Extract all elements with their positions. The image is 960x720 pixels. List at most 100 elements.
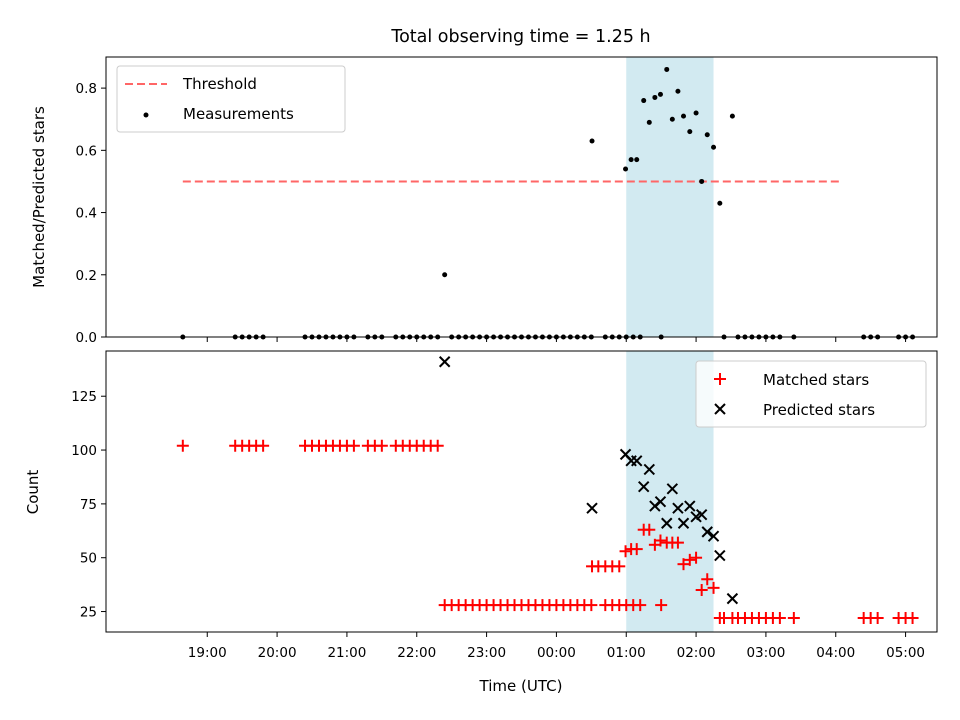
predicted-star-point xyxy=(677,517,690,529)
predicted-star-point xyxy=(707,530,720,542)
matched-star-point xyxy=(695,584,708,597)
predicted-star-point xyxy=(643,463,655,476)
bottom-axes-frame xyxy=(105,350,938,633)
matched-star-point xyxy=(375,439,388,452)
top-y-tick-label: 0.4 xyxy=(76,206,97,222)
predicted-star-point xyxy=(701,526,713,538)
predicted-star-point xyxy=(714,549,726,562)
x-tick-label: 01:00 xyxy=(607,645,646,661)
bottom-y-tick-label: 100 xyxy=(71,443,97,459)
measurement-point xyxy=(664,66,670,72)
legend-matched-label: Matched stars xyxy=(763,371,869,389)
legend-threshold-label: Threshold xyxy=(182,75,257,93)
x-tick-label: 05:00 xyxy=(886,645,925,661)
bottom-y-tick-label: 75 xyxy=(80,497,97,513)
matched-star-point xyxy=(787,612,800,625)
measurement-point xyxy=(711,144,717,150)
legend-measurements-label: Measurements xyxy=(183,105,294,123)
x-tick-label: 03:00 xyxy=(746,645,785,661)
x-tick-label: 21:00 xyxy=(327,645,366,661)
predicted-star-point xyxy=(637,480,650,493)
top-legend: Threshold Measurements xyxy=(116,65,346,133)
top-y-tick-label: 0.6 xyxy=(76,143,97,159)
bottom-y-tick-label: 50 xyxy=(80,551,97,567)
predicted-star-point xyxy=(654,496,667,508)
bottom-y-tick-label: 125 xyxy=(71,389,97,405)
measurement-point xyxy=(657,91,663,97)
top-x-ticks xyxy=(206,337,907,342)
measurement-point xyxy=(704,132,710,138)
matched-star-point xyxy=(671,536,684,549)
measurement-point xyxy=(669,116,675,122)
measurement-point xyxy=(699,178,705,184)
x-tick-label: 02:00 xyxy=(677,645,716,661)
measurement-point xyxy=(589,138,595,144)
legend-matched-swatch xyxy=(714,373,726,385)
legend-measurements-swatch xyxy=(143,112,149,118)
top-legend-box xyxy=(116,65,346,133)
measurement-point xyxy=(681,113,687,119)
matched-star-point xyxy=(707,581,720,594)
matched-star-point xyxy=(257,439,270,452)
matched-star-point xyxy=(585,599,598,612)
top-y-ticks: 0.0 0.2 0.4 0.6 0.8 xyxy=(76,81,106,346)
matched-star-point xyxy=(906,612,919,625)
top-y-tick-label: 0.0 xyxy=(76,330,97,346)
bottom-data-layer xyxy=(176,356,919,625)
x-tick-label: 22:00 xyxy=(397,645,436,661)
measurement-point xyxy=(628,157,634,163)
predicted-star-point xyxy=(695,508,708,521)
bottom-legend-box xyxy=(695,360,927,428)
measurement-point xyxy=(729,113,735,119)
measurement-point xyxy=(646,119,652,125)
top-shaded-region-layer xyxy=(626,57,714,337)
measurement-point xyxy=(693,110,699,116)
predicted-star-point xyxy=(666,483,679,495)
x-tick-label: 20:00 xyxy=(258,645,297,661)
ratio-panel: 0.00.20.40.60.8 Matched/Predicted stars … xyxy=(30,56,938,346)
matched-star-point xyxy=(701,573,714,586)
measurement-point xyxy=(442,272,448,278)
measurement-point xyxy=(717,200,723,206)
matched-star-point xyxy=(718,612,731,625)
measurement-point xyxy=(652,94,658,100)
chart-title: Total observing time = 1.25 h xyxy=(390,27,650,47)
predicted-star-point xyxy=(661,517,673,529)
x-tick-label: 00:00 xyxy=(537,645,576,661)
matched-star-point xyxy=(773,612,786,625)
top-y-axis-label: Matched/Predicted stars xyxy=(30,106,48,288)
measurement-point xyxy=(641,98,647,104)
legend-predicted-swatch xyxy=(714,403,726,415)
predicted-star-point xyxy=(438,356,451,368)
measurement-point xyxy=(623,166,629,172)
bottom-legend: Matched stars Predicted stars xyxy=(695,360,927,428)
matched-star-point xyxy=(619,545,632,558)
predicted-star-point xyxy=(631,455,643,467)
x-tick-label: 23:00 xyxy=(467,645,506,661)
top-y-tick-label: 0.8 xyxy=(76,81,97,97)
matched-star-point xyxy=(677,558,690,571)
matched-star-point xyxy=(347,439,360,452)
top-axes-frame xyxy=(105,56,938,338)
top-shaded-region xyxy=(626,57,714,337)
x-axis-label: Time (UTC) xyxy=(479,677,563,695)
predicted-star-point xyxy=(586,502,598,514)
bottom-y-tick-label: 25 xyxy=(80,605,97,621)
predicted-star-point xyxy=(672,502,684,514)
predicted-star-point xyxy=(726,592,739,605)
measurement-point xyxy=(687,129,693,135)
x-tick-label: 04:00 xyxy=(816,645,855,661)
bottom-x-ticks: 19:00 20:00 21:00 22:00 23:00 00:00 01:00 02:00… xyxy=(188,632,925,661)
matched-star-point xyxy=(431,439,444,452)
measurement-point xyxy=(675,88,681,94)
matched-star-point xyxy=(643,523,656,536)
matched-star-point xyxy=(655,599,668,612)
matched-star-point xyxy=(654,534,667,547)
bottom-y-ticks: 25 50 75 100 125 xyxy=(71,389,106,621)
legend-predicted-label: Predicted stars xyxy=(763,401,875,419)
count-panel: 25 50 75 100 125 19:00 20:00 21:00 22:00 23:00 00… xyxy=(24,350,938,695)
matched-star-point xyxy=(613,560,626,573)
predicted-star-point xyxy=(684,500,696,512)
bottom-y-axis-label: Count xyxy=(24,470,42,515)
